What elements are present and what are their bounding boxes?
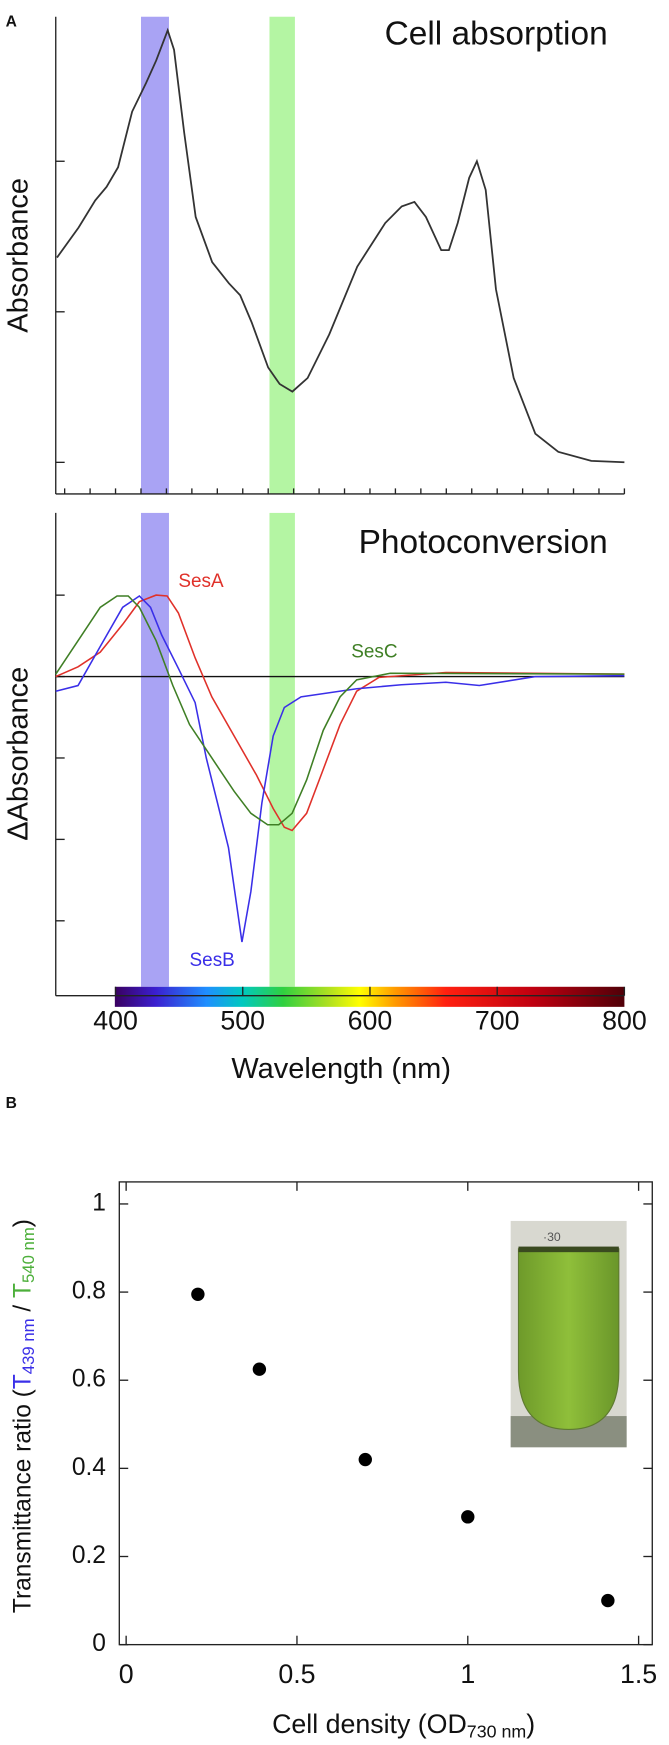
panel-label: B	[6, 1095, 17, 1112]
label-part: /	[10, 1298, 37, 1318]
x-axis-label: Cell density (OD730 nm)	[272, 1709, 535, 1741]
y-tick-label: 0	[92, 1630, 106, 1657]
data-point	[191, 1287, 205, 1301]
y-tick-label: 0.6	[72, 1366, 106, 1393]
series-label: SesC	[351, 641, 397, 662]
y-tick-label: 0.2	[72, 1542, 106, 1569]
x-tick-label: 0.5	[278, 1659, 315, 1689]
label-part: Cell density (OD	[272, 1709, 467, 1739]
data-point	[358, 1452, 372, 1467]
label-part: 439 nm	[20, 1318, 39, 1374]
data-point	[461, 1510, 475, 1524]
label-part: 540 nm	[20, 1227, 39, 1283]
highlight-band	[269, 512, 295, 987]
x-tick-label: 700	[475, 1006, 520, 1036]
chart-title: Cell absorption	[385, 16, 608, 53]
x-tick-label: 800	[602, 1006, 647, 1036]
data-line	[55, 595, 625, 826]
plot-background	[140, 16, 295, 494]
data-point	[252, 1362, 267, 1376]
highlight-band	[140, 16, 169, 494]
y-axis-label: Absorbance	[3, 178, 35, 333]
label-part: T	[10, 1283, 37, 1298]
label-part: )	[10, 1219, 37, 1227]
data-line	[56, 27, 625, 464]
x-tick-label: 500	[220, 1006, 265, 1036]
x-tick-label: 1	[460, 1659, 475, 1689]
svg-text:·30: ·30	[543, 1230, 561, 1244]
panel-label: A	[6, 13, 17, 30]
x-tick-label: 400	[93, 1006, 138, 1036]
highlight-band	[140, 512, 169, 987]
x-tick-label: 600	[348, 1006, 393, 1036]
chart-title: Photoconversion	[359, 524, 608, 561]
plot-frame	[118, 1181, 653, 1646]
label-part: 730 nm	[467, 1721, 526, 1741]
y-tick-label: 1	[92, 1189, 106, 1216]
label-part: )	[526, 1709, 535, 1739]
series-label: SesA	[178, 571, 224, 592]
label-part: Transmittance ratio (	[10, 1388, 37, 1613]
data-point	[601, 1593, 615, 1608]
label-part: T	[10, 1374, 37, 1389]
data-line	[55, 594, 625, 943]
y-tick-label: 0.4	[72, 1454, 106, 1481]
x-axis-label: Wavelength (nm)	[231, 1053, 451, 1085]
x-tick-label: 1.5	[620, 1659, 657, 1689]
y-tick-label: 0.8	[72, 1278, 106, 1305]
y-axis-label: Transmittance ratio (T439 nm / T540 nm)	[10, 1219, 39, 1613]
y-axis-label: ΔAbsorbance	[3, 667, 35, 841]
series-label: SesB	[190, 950, 235, 971]
highlight-band	[269, 16, 295, 494]
inset-photo: ·30	[510, 1220, 627, 1448]
plot-background	[140, 512, 295, 987]
x-tick-label: 0	[119, 1659, 134, 1689]
data-line	[55, 594, 625, 832]
